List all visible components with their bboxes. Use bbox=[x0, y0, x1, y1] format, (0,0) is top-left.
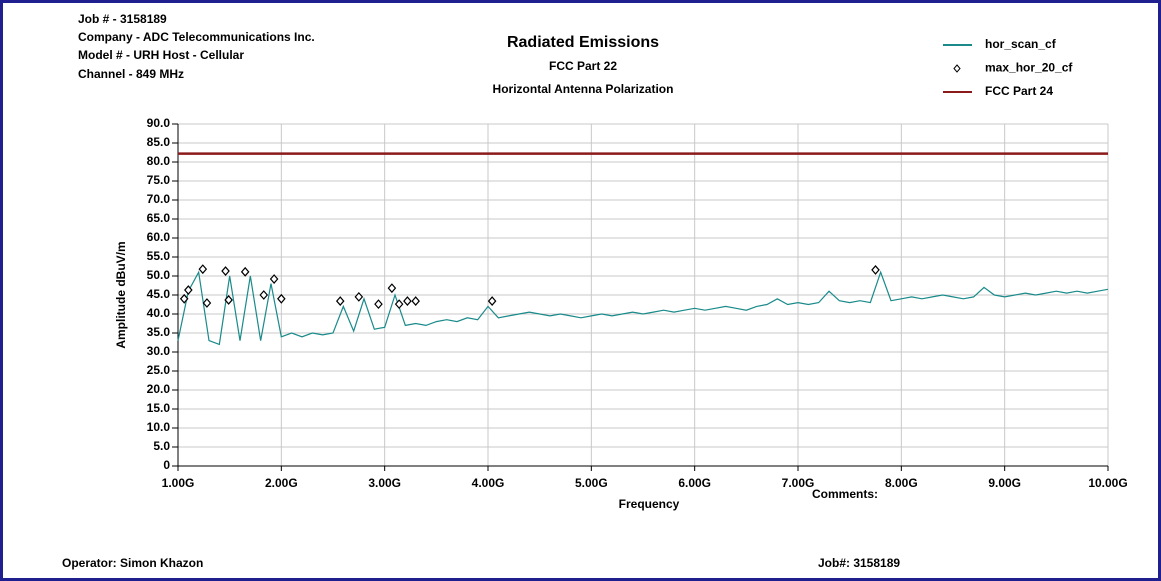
header-line: Channel - 849 MHz bbox=[78, 67, 184, 81]
marker bbox=[221, 266, 230, 276]
marker bbox=[259, 290, 269, 300]
header-line: Model # - URH Host - Cellular bbox=[78, 48, 244, 62]
y-tick-label: 55.0 bbox=[147, 249, 171, 263]
chart-title: Radiated Emissions bbox=[507, 34, 659, 51]
marker bbox=[403, 296, 412, 306]
y-tick-label: 90.0 bbox=[147, 116, 171, 130]
marker bbox=[487, 296, 497, 306]
y-tick-label: 80.0 bbox=[147, 154, 171, 168]
legend-label: max_hor_20_cf bbox=[985, 61, 1073, 75]
marker bbox=[354, 291, 364, 302]
marker bbox=[179, 293, 189, 304]
marker bbox=[387, 283, 397, 294]
y-tick-label: 50.0 bbox=[147, 268, 171, 282]
y-tick-label: 10.0 bbox=[147, 420, 171, 434]
y-tick-label: 45.0 bbox=[147, 287, 171, 301]
legend-label: hor_scan_cf bbox=[985, 37, 1057, 51]
y-tick-label: 30.0 bbox=[147, 344, 171, 358]
y-axis-label: Amplitude dBuV/m bbox=[114, 241, 128, 348]
chart-subtitle: Horizontal Antenna Polarization bbox=[493, 82, 674, 96]
x-tick-label: 5.00G bbox=[575, 476, 608, 490]
x-tick-label: 10.00G bbox=[1088, 476, 1127, 490]
marker bbox=[202, 298, 212, 308]
chart-subtitle: FCC Part 22 bbox=[549, 59, 617, 73]
footer-operator: Operator: Simon Khazon bbox=[62, 556, 203, 570]
x-tick-label: 8.00G bbox=[885, 476, 918, 490]
x-tick-label: 3.00G bbox=[368, 476, 401, 490]
y-tick-label: 70.0 bbox=[147, 192, 171, 206]
x-tick-label: 7.00G bbox=[782, 476, 815, 490]
legend-marker bbox=[953, 64, 961, 73]
x-tick-label: 2.00G bbox=[265, 476, 298, 490]
y-tick-label: 25.0 bbox=[147, 363, 171, 377]
marker bbox=[394, 299, 404, 310]
y-tick-label: 75.0 bbox=[147, 173, 171, 187]
marker bbox=[374, 299, 383, 310]
y-tick-label: 60.0 bbox=[147, 230, 171, 244]
annotation: Comments: bbox=[812, 487, 878, 501]
marker bbox=[269, 274, 279, 284]
series-line bbox=[177, 270, 1109, 346]
y-tick-label: 85.0 bbox=[147, 135, 171, 149]
marker bbox=[184, 285, 193, 295]
y-tick-label: 0 bbox=[163, 458, 170, 472]
marker bbox=[411, 296, 420, 306]
marker bbox=[277, 293, 286, 304]
legend-label: FCC Part 24 bbox=[985, 84, 1053, 98]
y-tick-label: 5.0 bbox=[153, 439, 170, 453]
y-tick-label: 15.0 bbox=[147, 401, 171, 415]
y-tick-label: 65.0 bbox=[147, 211, 171, 225]
x-axis-label: Frequency bbox=[619, 497, 680, 511]
x-tick-label: 9.00G bbox=[988, 476, 1021, 490]
x-tick-label: 1.00G bbox=[162, 476, 195, 490]
y-tick-label: 20.0 bbox=[147, 382, 171, 396]
x-tick-label: 6.00G bbox=[678, 476, 711, 490]
footer-job: Job#: 3158189 bbox=[818, 556, 900, 570]
marker bbox=[224, 295, 233, 305]
x-tick-label: 4.00G bbox=[472, 476, 505, 490]
y-tick-label: 40.0 bbox=[147, 306, 171, 320]
header-line: Company - ADC Telecommunications Inc. bbox=[78, 30, 315, 44]
marker bbox=[240, 266, 250, 277]
header-line: Job # - 3158189 bbox=[78, 12, 167, 26]
marker bbox=[335, 296, 345, 306]
marker bbox=[198, 264, 208, 275]
y-tick-label: 35.0 bbox=[147, 325, 171, 339]
marker bbox=[871, 265, 880, 275]
